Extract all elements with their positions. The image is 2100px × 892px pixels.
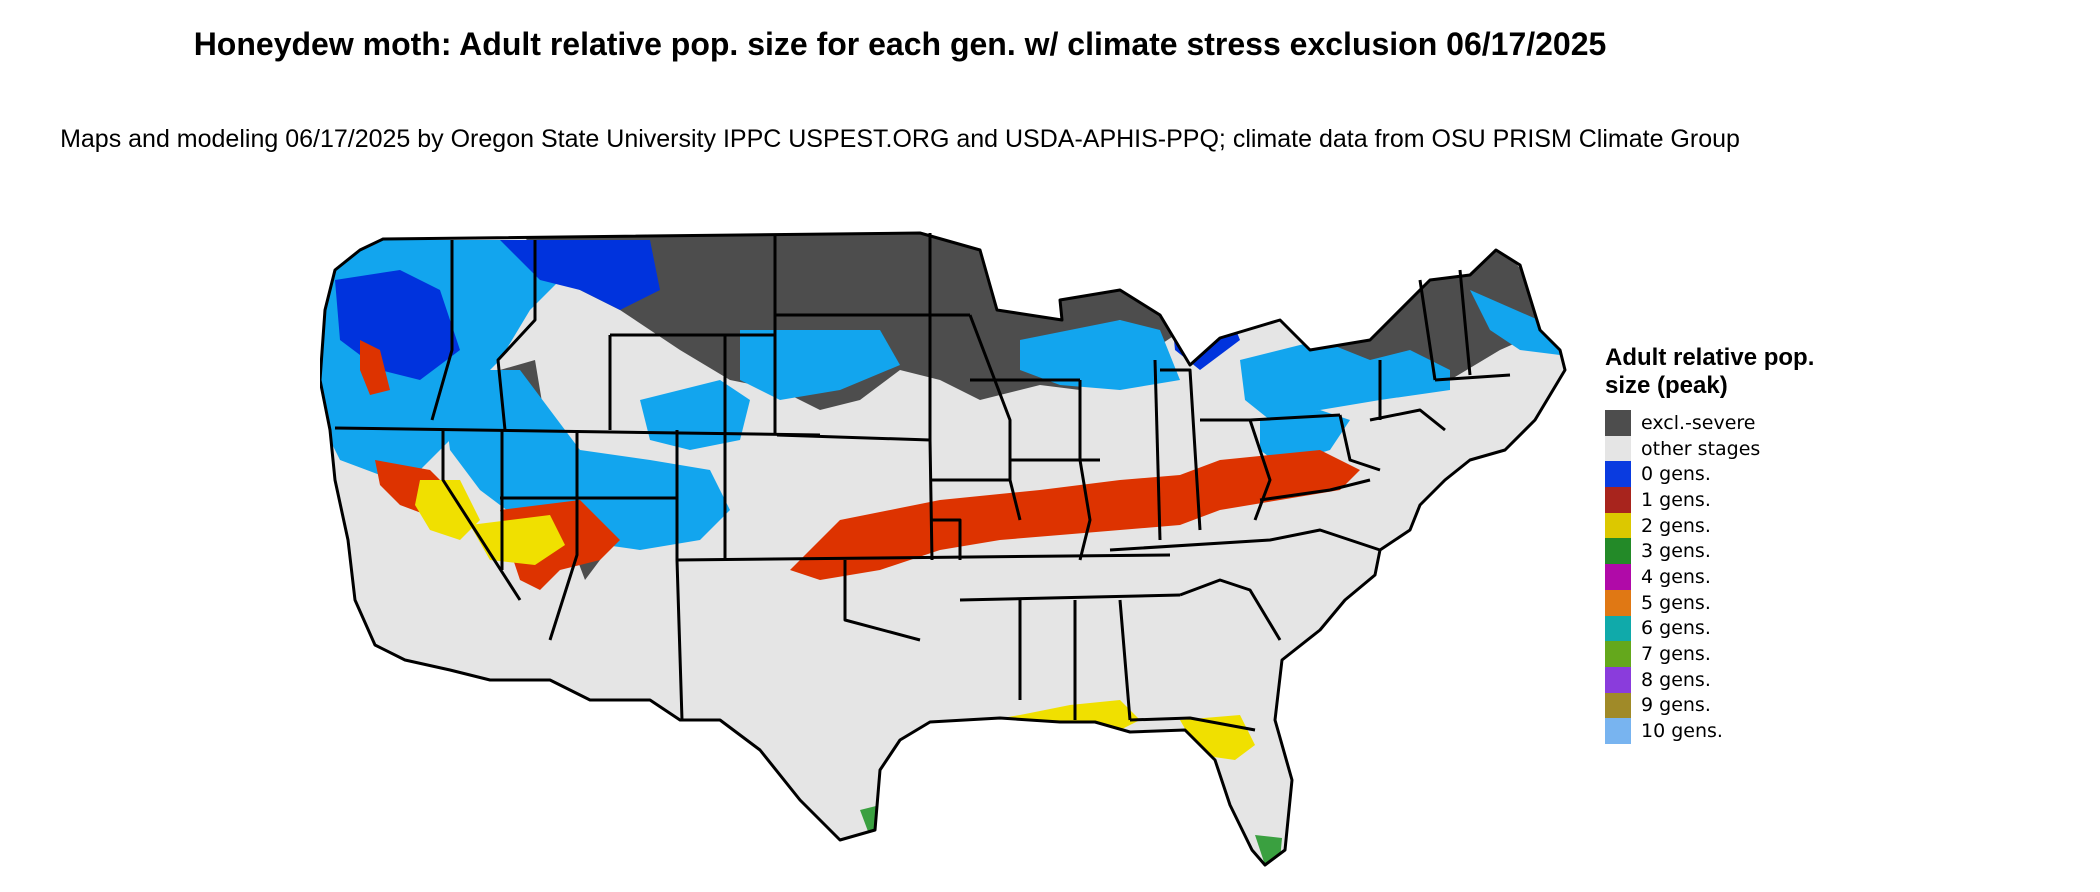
one-gen-central-valley <box>360 340 390 395</box>
legend-swatch <box>1605 692 1631 719</box>
generation-zones <box>320 233 1560 865</box>
map-title: Honeydew moth: Adult relative pop. size … <box>193 26 1607 62</box>
legend-label: 10 gens. <box>1641 720 1723 743</box>
us-map-svg <box>320 231 1567 867</box>
legend-item-9-gens: 9 gens. <box>1605 692 1835 719</box>
legend-label: 8 gens. <box>1641 668 1711 691</box>
legend-swatch <box>1605 538 1631 565</box>
zero-gens-new-york <box>1240 340 1450 420</box>
zero-gens-great-basin <box>440 370 730 550</box>
legend-swatch <box>1605 615 1631 642</box>
legend-label: 3 gens. <box>1641 540 1711 563</box>
map-legend: Adult relative pop. size (peak) excl.-se… <box>1605 344 1835 744</box>
legend-label: other stages <box>1641 437 1761 460</box>
legend-swatch <box>1605 512 1631 539</box>
two-gens-colorado-desert <box>415 480 480 540</box>
excluded-northeast <box>1300 245 1545 390</box>
legend-swatch <box>1605 461 1631 488</box>
zero-gens-appalachian <box>1260 410 1350 465</box>
legend-label: excl.-severe <box>1641 411 1756 434</box>
legend-item-other-stages: other stages <box>1605 435 1835 462</box>
legend-item-4-gens: 4 gens. <box>1605 564 1835 590</box>
legend-swatch <box>1605 666 1631 693</box>
legend-label: 1 gens. <box>1641 488 1711 511</box>
zero-gens-south-dakota <box>740 330 900 400</box>
legend-item-6-gens: 6 gens. <box>1605 615 1835 642</box>
legend-item-8-gens: 8 gens. <box>1605 666 1835 693</box>
legend-title: Adult relative pop. size (peak) <box>1605 344 1815 399</box>
legend-item-5-gens: 5 gens. <box>1605 589 1835 616</box>
state-boundaries <box>320 231 1567 867</box>
legend-swatch <box>1605 641 1631 667</box>
legend-label: 9 gens. <box>1641 694 1711 717</box>
legend-swatch <box>1605 410 1631 436</box>
legend-items: excl.-severe other stages 0 gens. 1 gens… <box>1605 410 1835 744</box>
excluded-northern-plains <box>520 233 1080 410</box>
legend-swatch <box>1605 589 1631 616</box>
legend-item-1-gens: 1 gens. <box>1605 487 1835 513</box>
legend-label: 5 gens. <box>1641 591 1711 614</box>
legend-item-3-gens: 3 gens. <box>1605 538 1835 565</box>
us-map <box>320 220 1580 892</box>
legend-label: 6 gens. <box>1641 617 1711 640</box>
legend-item-excl-severe: excl.-severe <box>1605 410 1835 436</box>
legend-item-10-gens: 10 gens. <box>1605 718 1835 744</box>
legend-label: 0 gens. <box>1641 463 1711 486</box>
legend-item-2-gens: 2 gens. <box>1605 512 1835 539</box>
legend-swatch <box>1605 487 1631 513</box>
two-gens-sonoran <box>470 515 565 565</box>
legend-label: 4 gens. <box>1641 565 1711 588</box>
legend-label: 7 gens. <box>1641 643 1711 666</box>
map-subtitle: Maps and modeling 06/17/2025 by Oregon S… <box>60 125 1740 153</box>
zero-gens-maine-coast <box>1470 290 1560 355</box>
legend-label: 2 gens. <box>1641 514 1711 537</box>
legend-item-7-gens: 7 gens. <box>1605 641 1835 667</box>
legend-item-0-gens: 0 gens. <box>1605 461 1835 488</box>
zero-gens-montana <box>500 240 660 310</box>
legend-swatch <box>1605 435 1631 462</box>
zero-gens-wisconsin <box>1020 320 1180 390</box>
legend-swatch <box>1605 718 1631 744</box>
legend-swatch <box>1605 564 1631 590</box>
